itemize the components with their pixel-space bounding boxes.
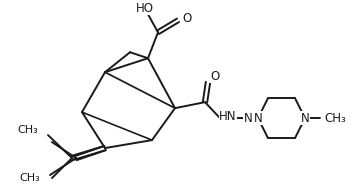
Text: N: N <box>244 112 252 125</box>
Text: HO: HO <box>136 2 154 15</box>
Text: HN: HN <box>219 110 237 123</box>
Text: N: N <box>300 112 309 125</box>
Text: CH₃: CH₃ <box>324 112 346 125</box>
Text: N: N <box>253 112 262 125</box>
Text: O: O <box>182 12 191 25</box>
Text: CH₃: CH₃ <box>19 173 40 183</box>
Text: O: O <box>210 70 219 83</box>
Text: CH₃: CH₃ <box>17 125 38 135</box>
